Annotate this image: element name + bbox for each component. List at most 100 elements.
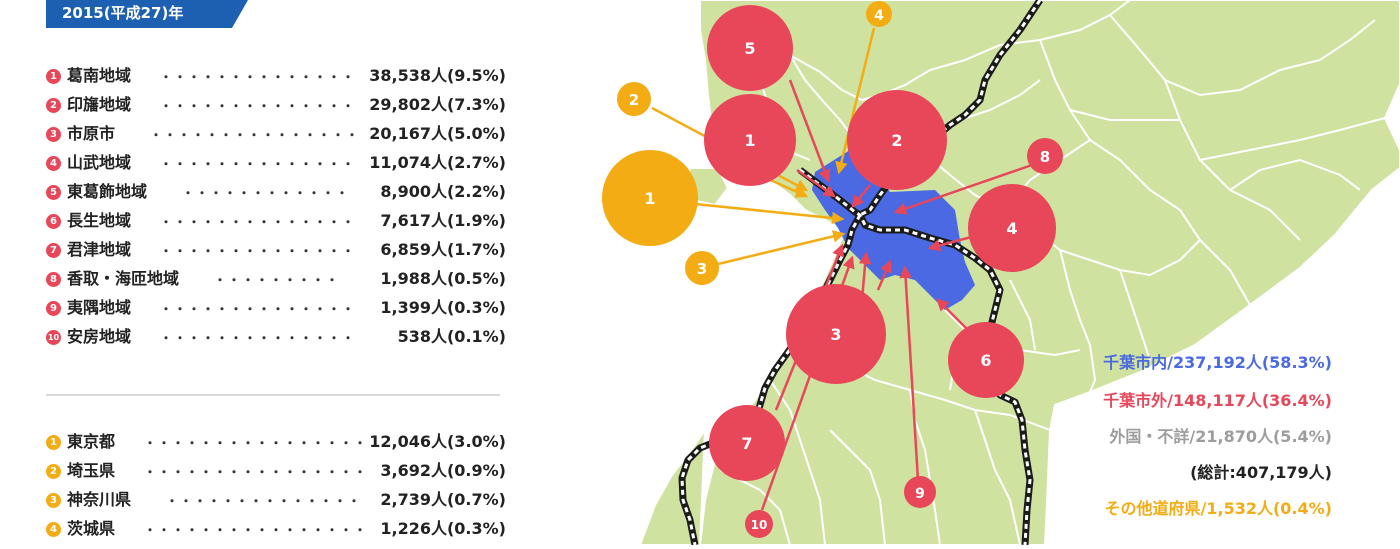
rank-badge: 3 — [46, 493, 61, 508]
region-value: 29,802人(7.3%) — [369, 95, 506, 114]
list-item: 5 東葛飾地域 ・・・・・・・・・・・・ 8,900人(2.2%) — [46, 178, 506, 207]
circle-tokyo — [602, 150, 698, 246]
leader-dots: ・・・・・・・・・・・・・・ — [160, 244, 357, 258]
circle-label-higashikatsushika: 5 — [744, 39, 755, 58]
list-item: 2 印旛地域 ・・・・・・・・・・・・・・ 29,802人(7.3%) — [46, 91, 506, 120]
circle-ichihara — [786, 284, 886, 384]
legend-foreign-unknown: 外国・不詳/21,870人(5.4%) — [1109, 427, 1332, 446]
rank-badge: 1 — [46, 69, 61, 84]
region-name: 東葛飾地域 — [67, 182, 148, 201]
arrow-red-4 — [927, 234, 976, 252]
circle-inba — [847, 90, 947, 190]
list-item: 1 葛南地域 ・・・・・・・・・・・・・・ 38,538人(9.5%) — [46, 62, 506, 91]
circle-label-saitama: 2 — [629, 91, 639, 109]
arrow-red-2 — [851, 184, 871, 208]
region-name: 君津地域 — [67, 240, 132, 259]
leader-dots: ・・・・・・・・・・・・・・・・ — [144, 523, 369, 537]
rank-badge: 1 — [46, 435, 61, 450]
region-name: 葛南地域 — [67, 66, 132, 85]
rank-badge: 6 — [46, 214, 61, 229]
circle-label-chosei: 6 — [980, 351, 991, 370]
chiba-map: 1 2 3 4 5 1 2 8 4 3 6 7 9 — [580, 0, 1400, 549]
arrow-red-8 — [893, 163, 1033, 215]
leader-dots: ・・・・・・・・・・・・・・ — [160, 331, 357, 345]
arrow-red-5 — [788, 79, 831, 183]
region-value: 8,900人(2.2%) — [380, 182, 506, 201]
rank-badge: 2 — [46, 464, 61, 479]
arrow-orange-4 — [835, 27, 876, 175]
leader-dots: ・・・・・・・・・・・・・・ — [160, 70, 357, 84]
circle-label-tokyo: 1 — [644, 189, 655, 208]
region-value: 538人(0.1%) — [397, 327, 506, 346]
circle-kanagawa — [685, 251, 719, 285]
legend-other-prefectures: その他道府県/1,532人(0.4%) — [1104, 499, 1332, 518]
leader-dots: ・・・・・・・・・・・・・・ — [166, 494, 363, 508]
leader-dots: ・・・・・・・・・・・・ — [182, 186, 351, 200]
circle-katsunan — [704, 94, 796, 186]
region-name: 夷隅地域 — [67, 298, 132, 317]
year-label: 2015(平成27)年 — [62, 4, 184, 22]
rank-badge: 4 — [46, 156, 61, 171]
prefecture-name: 神奈川県 — [67, 490, 132, 509]
region-name: 印旛地域 — [67, 95, 132, 114]
legend-chiba-inside: 千葉市内/237,192人(58.3%) — [1103, 353, 1332, 372]
list-item: 4 茨城県 ・・・・・・・・・・・・・・・・ 1,226人(0.3%) — [46, 515, 506, 544]
region-name: 山武地域 — [67, 153, 132, 172]
circle-label-kimitsu: 7 — [741, 434, 752, 453]
rank-badge: 4 — [46, 522, 61, 537]
arrow-red-3b — [876, 259, 892, 291]
circle-katori-kaiso — [1027, 138, 1063, 174]
circle-higashikatsushika — [707, 5, 793, 91]
region-value: 7,617人(1.9%) — [380, 211, 506, 230]
region-value: 20,167人(5.0%) — [369, 124, 506, 143]
circle-ibaraki — [866, 1, 892, 27]
leader-dots: ・・・・・・・・・・・・・・ — [160, 157, 357, 171]
list-item: 3 神奈川県 ・・・・・・・・・・・・・・ 2,739人(0.7%) — [46, 486, 506, 515]
list-item: 2 埼玉県 ・・・・・・・・・・・・・・・・ 3,692人(0.9%) — [46, 457, 506, 486]
rank-badge: 7 — [46, 243, 61, 258]
leader-dots: ・・・・・・・・・ — [214, 273, 341, 287]
arrow-orange-3 — [717, 230, 846, 266]
region-value: 1,988人(0.5%) — [380, 269, 506, 288]
circle-label-kanagawa: 3 — [697, 260, 707, 278]
circle-saitama — [617, 82, 651, 116]
circle-label-katsunan: 1 — [744, 131, 755, 150]
region-name: 安房地域 — [67, 327, 132, 346]
region-name: 香取・海匝地域 — [67, 269, 180, 288]
arrow-orange-1b — [694, 202, 845, 225]
circle-label-awa: 10 — [751, 518, 768, 532]
year-tab: 2015(平成27)年 — [46, 0, 248, 28]
region-value: 11,074人(2.7%) — [369, 153, 506, 172]
prefecture-name: 埼玉県 — [67, 461, 116, 480]
rank-badge: 3 — [46, 127, 61, 142]
section-divider — [46, 394, 500, 396]
map-svg: 1 2 3 4 5 1 2 8 4 3 6 7 9 — [602, 0, 1400, 546]
circle-label-inba: 2 — [891, 131, 902, 150]
circle-label-ibaraki: 4 — [874, 8, 884, 24]
list-item: 1 東京都 ・・・・・・・・・・・・・・・・ 12,046人(3.0%) — [46, 428, 506, 457]
legend-chiba-outside: 千葉市外/148,117人(36.4%) — [1103, 391, 1332, 410]
region-name: 市原市 — [67, 124, 116, 143]
year-tab-background — [46, 0, 248, 28]
rank-badge: 10 — [46, 330, 61, 345]
rank-badge: 5 — [46, 185, 61, 200]
region-name: 長生地域 — [67, 211, 132, 230]
circle-isumi — [904, 476, 936, 508]
region-value: 38,538人(9.5%) — [369, 66, 506, 85]
prefecture-value: 1,226人(0.3%) — [380, 519, 506, 538]
circle-chosei — [948, 322, 1024, 398]
leader-dots: ・・・・・・・・・・・・・・・ — [150, 128, 361, 142]
arrow-orange-1 — [765, 176, 809, 198]
circle-sambu — [968, 184, 1056, 272]
circle-label-isumi: 9 — [915, 486, 925, 502]
list-item: 6 長生地域 ・・・・・・・・・・・・・・ 7,617人(1.9%) — [46, 207, 506, 236]
railway-lines — [678, 0, 1043, 546]
circle-label-katori-kaiso: 8 — [1040, 148, 1050, 166]
rank-badge: 8 — [46, 272, 61, 287]
circle-kimitsu — [709, 405, 785, 481]
circle-label-ichihara: 3 — [830, 325, 841, 344]
list-item: 3 市原市 ・・・・・・・・・・・・・・・ 20,167人(5.0%) — [46, 120, 506, 149]
other-prefecture-list: 1 東京都 ・・・・・・・・・・・・・・・・ 12,046人(3.0%) 2 埼玉県・・… — [46, 428, 506, 544]
leader-dots: ・・・・・・・・・・・・・・ — [160, 302, 357, 316]
leader-dots: ・・・・・・・・・・・・・・ — [160, 215, 357, 229]
